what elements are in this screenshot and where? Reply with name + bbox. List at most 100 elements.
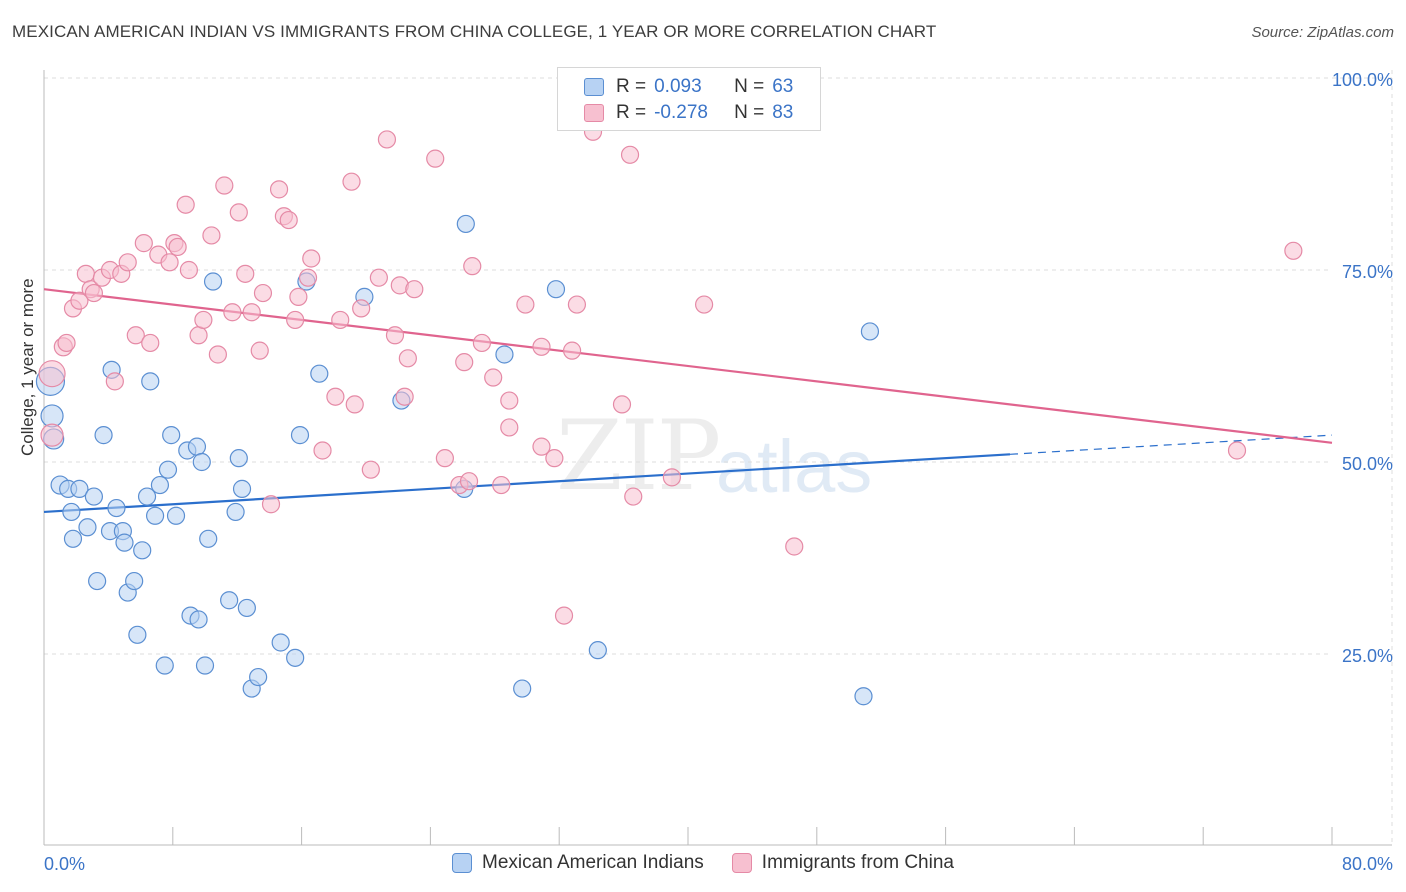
trend-line-mexican-american-indians <box>43 453 1011 514</box>
point-mexican-american-indians <box>286 648 305 667</box>
point-immigrants-from-china <box>435 449 454 468</box>
point-mexican-american-indians <box>187 437 207 456</box>
point-immigrants-from-china <box>279 210 298 230</box>
point-immigrants-from-china <box>57 333 76 353</box>
point-mexican-american-indians <box>162 426 181 445</box>
legend-item-immigrants-from-china[interactable]: Immigrants from China <box>731 852 954 874</box>
point-immigrants-from-china <box>236 264 255 283</box>
point-mexican-american-indians <box>70 479 89 498</box>
blue-swatch <box>584 78 604 96</box>
point-immigrants-from-china <box>492 475 511 495</box>
r-value: -0.278 <box>654 102 708 123</box>
x-tick-label: 0.0% <box>44 854 85 874</box>
point-mexican-american-indians <box>128 625 147 644</box>
point-immigrants-from-china <box>785 537 804 556</box>
legend-label: Mexican American Indians <box>482 852 704 873</box>
point-mexican-american-indians <box>189 610 208 629</box>
point-mexican-american-indians <box>145 506 165 525</box>
point-immigrants-from-china <box>126 326 145 345</box>
y-tick-label: 100.0% <box>1332 70 1393 90</box>
point-mexican-american-indians <box>249 667 268 687</box>
n-value: 83 <box>772 102 794 123</box>
point-immigrants-from-china <box>202 226 221 245</box>
r-label: R = <box>616 102 647 123</box>
stats-row-immigrants-from-china: R = -0.278 N = 83 <box>584 101 793 125</box>
point-immigrants-from-china <box>331 310 350 330</box>
y-axis-label: College, 1 year or more <box>18 278 37 456</box>
point-immigrants-from-china <box>118 253 137 272</box>
point-immigrants-from-china <box>398 349 417 368</box>
point-mexican-american-indians <box>166 506 186 525</box>
point-immigrants-from-china <box>532 437 551 456</box>
point-immigrants-from-china <box>105 372 124 391</box>
point-immigrants-from-china <box>289 287 308 306</box>
point-immigrants-from-china <box>261 495 281 514</box>
point-immigrants-from-china <box>532 337 551 356</box>
point-immigrants-from-china <box>554 606 574 625</box>
point-mexican-american-indians <box>456 214 475 234</box>
point-mexican-american-indians <box>94 426 113 445</box>
point-mexican-american-indians <box>199 529 218 548</box>
legend-label: Immigrants from China <box>761 852 954 873</box>
y-tick-label: 50.0% <box>1342 454 1393 474</box>
point-immigrants-from-china <box>694 295 714 314</box>
point-mexican-american-indians <box>158 460 178 479</box>
n-label: N = <box>734 102 765 123</box>
point-immigrants-from-china <box>612 395 632 414</box>
legend-item-mexican-american-indians[interactable]: Mexican American Indians <box>452 852 704 874</box>
point-immigrants-from-china <box>194 310 213 330</box>
point-immigrants-from-china <box>215 176 234 195</box>
tick-labels: 25.0% 50.0% 75.0% 100.0% 0.0% 80.0% <box>44 70 1393 874</box>
point-immigrants-from-china <box>250 341 269 360</box>
point-immigrants-from-china <box>1284 241 1303 260</box>
point-mexican-american-indians <box>203 272 223 291</box>
series-legend: Mexican American Indians Immigrants from… <box>0 852 1406 874</box>
point-mexican-american-indians <box>546 280 566 299</box>
point-immigrants-from-china <box>84 283 104 303</box>
point-mexican-american-indians <box>63 529 83 548</box>
point-immigrants-from-china <box>385 326 405 345</box>
point-mexican-american-indians <box>513 679 532 698</box>
point-immigrants-from-china <box>562 341 582 360</box>
y-tick-label: 75.0% <box>1342 262 1393 282</box>
point-immigrants-from-china <box>361 460 380 479</box>
r-value: 0.093 <box>654 76 702 97</box>
point-immigrants-from-china <box>624 487 643 506</box>
point-mexican-american-indians <box>133 541 152 560</box>
pink-swatch <box>584 104 604 122</box>
point-immigrants-from-china <box>242 303 261 322</box>
point-immigrants-from-china <box>286 310 305 330</box>
point-immigrants-from-china <box>620 145 640 164</box>
point-immigrants-from-china <box>229 203 248 222</box>
chart-title: MEXICAN AMERICAN INDIAN VS IMMIGRANTS FR… <box>12 22 937 41</box>
point-mexican-american-indians <box>220 591 239 610</box>
point-immigrants-from-china <box>298 268 318 287</box>
point-immigrants-from-china <box>38 360 66 388</box>
stats-row-mexican-american-indians: R = 0.093 N = 63 <box>584 75 793 99</box>
point-mexican-american-indians <box>226 502 245 522</box>
point-immigrants-from-china <box>567 295 587 314</box>
axes <box>43 70 1392 846</box>
point-immigrants-from-china <box>76 264 95 283</box>
point-immigrants-from-china <box>1227 441 1247 460</box>
point-mexican-american-indians <box>88 571 107 591</box>
pink-swatch <box>731 853 752 873</box>
data-points <box>35 122 1303 706</box>
point-immigrants-from-china <box>302 249 321 268</box>
stats-legend: R = 0.093 N = 63 R = -0.278 N = 83 <box>557 67 821 131</box>
point-immigrants-from-china <box>662 468 682 487</box>
point-immigrants-from-china <box>160 253 179 272</box>
point-immigrants-from-china <box>342 172 361 191</box>
point-mexican-american-indians <box>854 687 873 706</box>
point-mexican-american-indians <box>141 372 160 391</box>
r-label: R = <box>616 76 647 97</box>
point-immigrants-from-china <box>40 423 64 447</box>
point-immigrants-from-china <box>500 418 519 437</box>
point-immigrants-from-china <box>352 299 371 318</box>
point-mexican-american-indians <box>155 656 174 675</box>
point-mexican-american-indians <box>860 322 880 341</box>
point-mexican-american-indians <box>137 487 157 506</box>
point-mexican-american-indians <box>78 518 97 537</box>
point-mexican-american-indians <box>495 345 514 364</box>
